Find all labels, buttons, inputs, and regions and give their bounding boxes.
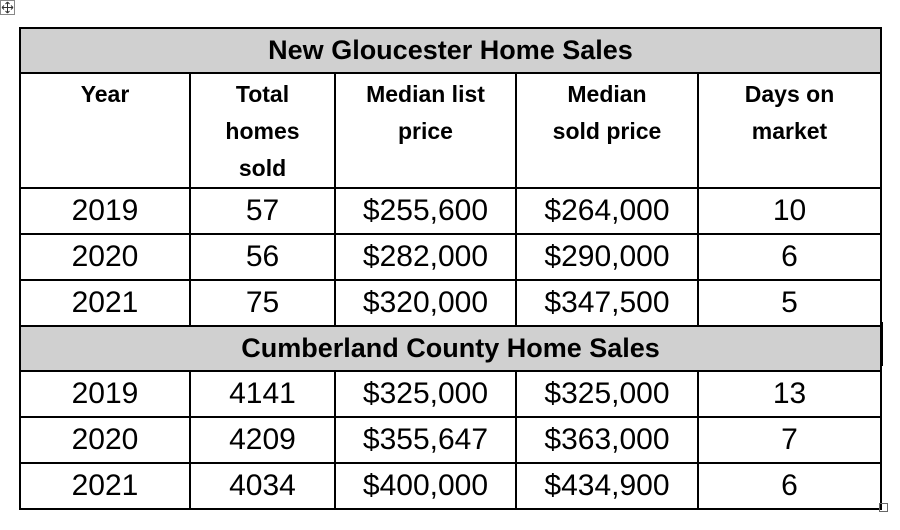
data-cell: $355,647	[334, 416, 517, 464]
section-title: Cumberland County Home Sales	[18, 325, 883, 372]
data-cell: 75	[189, 279, 336, 327]
header-line: Median	[567, 81, 647, 107]
column-header: Median sold price	[515, 72, 699, 189]
header-line: Days on	[744, 81, 835, 107]
data-cell: 2019	[19, 370, 191, 418]
text-cursor	[881, 322, 883, 366]
data-cell: $363,000	[515, 416, 699, 464]
data-cell: 7	[696, 416, 883, 464]
data-cell: $325,000	[515, 370, 699, 418]
data-cell: $290,000	[515, 233, 699, 281]
section-title: New Gloucester Home Sales	[18, 27, 883, 74]
column-header: Days on market	[696, 72, 883, 189]
data-cell: $325,000	[334, 370, 517, 418]
data-row: 2020 56 $282,000 $290,000 6	[19, 233, 883, 281]
column-header: Total homes sold	[189, 72, 336, 189]
data-row: 2021 4034 $400,000 $434,900 6	[19, 462, 883, 510]
data-cell: 2021	[19, 279, 191, 327]
data-cell: $400,000	[334, 462, 517, 510]
data-cell: 2020	[19, 233, 191, 281]
data-cell: 56	[189, 233, 336, 281]
header-line: Median list	[366, 81, 485, 107]
data-row: 2019 57 $255,600 $264,000 10	[19, 187, 883, 235]
header-line: homes	[225, 118, 300, 144]
data-cell: 5	[696, 279, 883, 327]
header-line: market	[751, 118, 828, 144]
header-line: Year	[80, 81, 130, 107]
data-row: 2021 75 $320,000 $347,500 5	[19, 279, 883, 327]
data-cell: $255,600	[334, 187, 517, 235]
data-cell: $282,000	[334, 233, 517, 281]
data-cell: $434,900	[515, 462, 699, 510]
table-resize-handle[interactable]	[879, 503, 888, 512]
data-cell: 13	[696, 370, 883, 418]
data-cell: 2019	[19, 187, 191, 235]
data-cell: 6	[696, 462, 883, 510]
data-cell: $347,500	[515, 279, 699, 327]
move-icon	[1, 1, 14, 14]
data-row: 2020 4209 $355,647 $363,000 7	[19, 416, 883, 464]
data-cell: 4141	[189, 370, 336, 418]
column-header: Year	[19, 72, 191, 189]
header-row: Year Total homes sold Median list price Median…	[19, 72, 883, 189]
sales-table: New Gloucester Home Sales Year Total homes s…	[18, 27, 883, 510]
header-line: sold	[238, 155, 287, 181]
data-cell: $320,000	[334, 279, 517, 327]
table-move-handle[interactable]	[0, 0, 15, 15]
data-cell: 10	[696, 187, 883, 235]
data-row: 2019 4141 $325,000 $325,000 13	[19, 370, 883, 418]
data-cell: $264,000	[515, 187, 699, 235]
header-line: price	[398, 118, 453, 144]
data-cell: 4209	[189, 416, 336, 464]
data-cell: 2020	[19, 416, 191, 464]
data-cell: 2021	[19, 462, 191, 510]
header-line: sold price	[552, 118, 662, 144]
column-header: Median list price	[334, 72, 517, 189]
data-cell: 4034	[189, 462, 336, 510]
title-row: Cumberland County Home Sales	[18, 325, 883, 372]
data-cell: 57	[189, 187, 336, 235]
header-line: Total	[235, 81, 290, 107]
data-cell: 6	[696, 233, 883, 281]
title-row: New Gloucester Home Sales	[18, 27, 883, 74]
